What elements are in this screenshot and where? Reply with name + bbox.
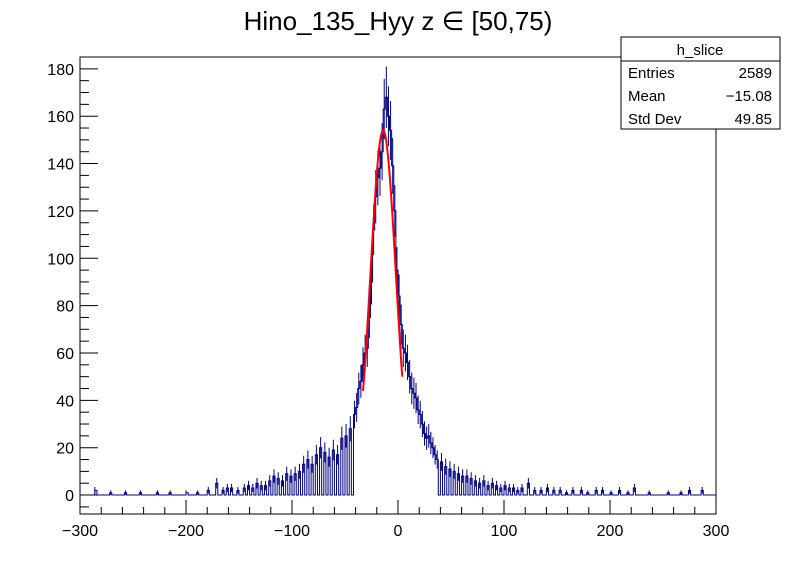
- y-tick-label: 20: [56, 441, 74, 458]
- y-tick-label: 140: [47, 157, 74, 174]
- y-tick-label: 160: [47, 109, 74, 126]
- y-tick-label: 180: [47, 62, 74, 79]
- y-tick-label: 60: [56, 346, 74, 363]
- histogram-series: [80, 66, 716, 496]
- y-tick-label: 100: [47, 251, 74, 268]
- axes: −300 −200 −100 0 100 200 300 0 20 40 60 80 100 120 140…: [47, 56, 730, 540]
- y-tick-label: 0: [65, 488, 74, 505]
- stats-entries-value: 2589: [739, 65, 772, 82]
- y-tick-label: 120: [47, 204, 74, 221]
- stats-box: h_slice Entries 2589 Mean −15.08 Std Dev…: [620, 36, 781, 130]
- x-tick-label: −300: [62, 523, 98, 540]
- fit-curve-layer: [362, 129, 404, 392]
- x-tick-label: 100: [491, 523, 518, 540]
- x-tick-label: 0: [394, 523, 403, 540]
- x-tick-label: 300: [703, 523, 730, 540]
- x-tick-label: −200: [168, 523, 204, 540]
- y-tick-label: 40: [56, 393, 74, 410]
- stats-stddev-value: 49.85: [734, 111, 772, 128]
- stats-box-title: h_slice: [677, 42, 724, 59]
- x-tick-label: −100: [274, 523, 310, 540]
- histogram-outline: [80, 96, 716, 496]
- x-tick-label: 200: [597, 523, 624, 540]
- stats-mean-label: Mean: [628, 88, 666, 105]
- stats-box-frame: [620, 36, 781, 130]
- fit-curve: [362, 129, 404, 392]
- y-tick-label: 80: [56, 299, 74, 316]
- stats-stddev-label: Std Dev: [628, 111, 682, 128]
- stats-mean-value: −15.08: [726, 88, 772, 105]
- stats-entries-label: Entries: [628, 65, 675, 82]
- chart-title: Hino_135_Hyy z ∈ [50,75): [244, 6, 553, 36]
